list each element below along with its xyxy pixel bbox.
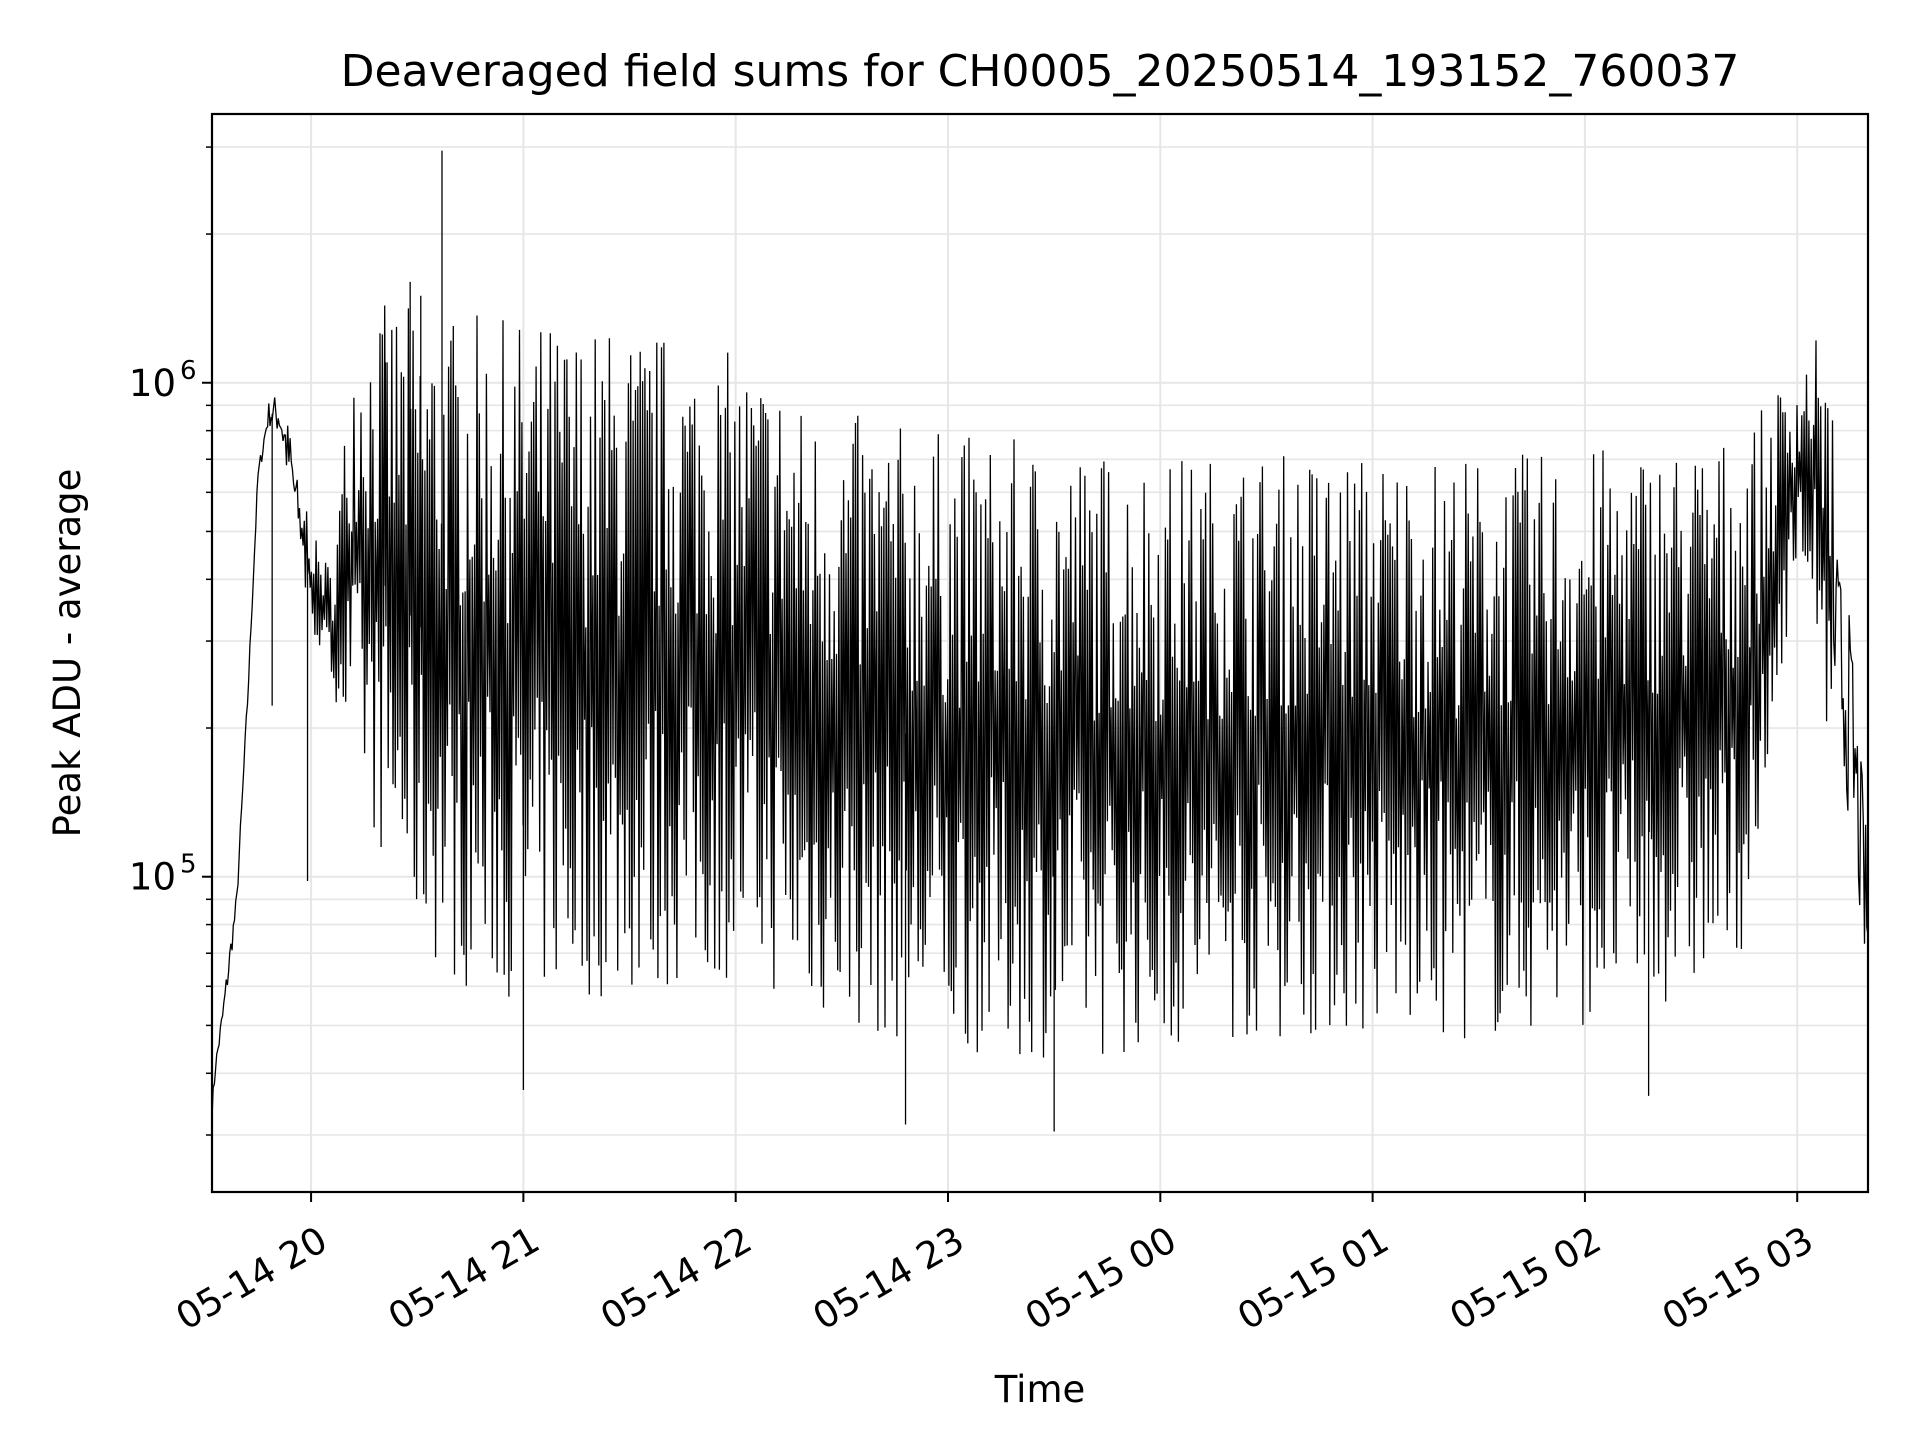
x-tick-label: 05-14 22 [593,1218,759,1338]
chart-title: Deaveraged field sums for CH0005_2025051… [341,46,1740,97]
x-tick-label: 05-14 23 [806,1218,972,1338]
x-tick-label: 05-15 01 [1230,1218,1396,1338]
x-tick-label: 05-15 00 [1018,1218,1184,1338]
y-tick-exponent: 6 [180,356,197,386]
x-tick-label: 05-15 03 [1655,1218,1821,1338]
y-tick-label: 10 [129,856,176,899]
y-axis-label: Peak ADU - average [46,469,89,838]
y-tick-label: 10 [129,362,176,405]
plot-area [212,150,1868,1132]
x-tick-label: 05-14 20 [169,1218,335,1338]
x-axis: 05-14 20 05-14 21 05-14 22 05-14 23 05-15 00… [169,1192,1821,1339]
plot-frame [210,112,1870,1194]
x-tick-label: 05-14 21 [381,1218,547,1338]
y-tick-exponent: 5 [180,850,197,880]
x-axis-label: Time [994,1368,1086,1411]
series-line [212,305,1868,1120]
x-tick-label: 05-15 02 [1443,1218,1609,1338]
